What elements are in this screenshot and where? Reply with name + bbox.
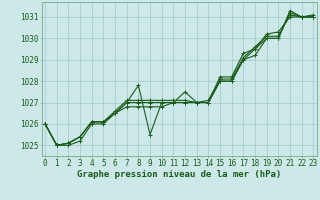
X-axis label: Graphe pression niveau de la mer (hPa): Graphe pression niveau de la mer (hPa)	[77, 170, 281, 179]
